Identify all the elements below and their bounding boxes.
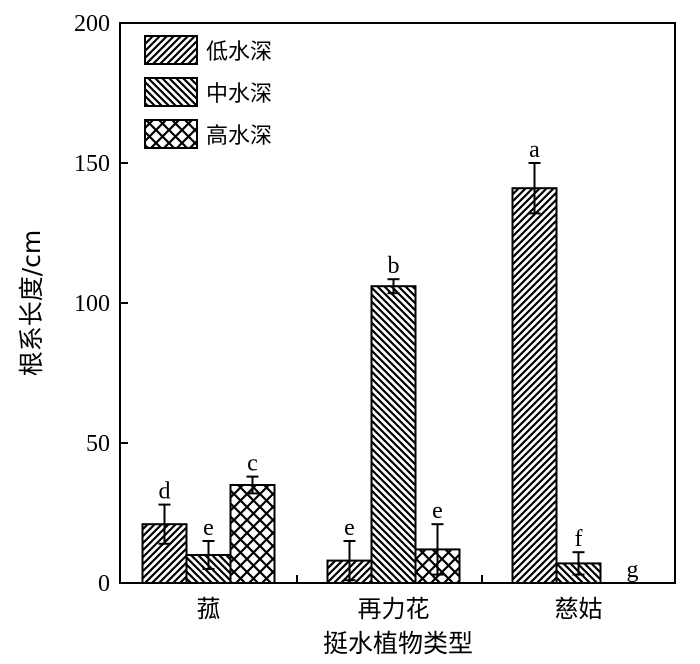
significance-label: g bbox=[627, 557, 639, 583]
legend-label: 中水深 bbox=[206, 82, 272, 107]
legend-swatch bbox=[144, 77, 198, 107]
significance-label: a bbox=[529, 137, 540, 163]
significance-label: e bbox=[344, 515, 355, 541]
y-tick-label: 0 bbox=[98, 571, 110, 597]
significance-label: b bbox=[388, 253, 400, 279]
x-category-label: 慈姑 bbox=[555, 595, 603, 623]
legend-swatch bbox=[144, 35, 198, 65]
significance-label: e bbox=[203, 515, 214, 541]
y-tick-label: 150 bbox=[74, 151, 110, 177]
significance-label: d bbox=[159, 479, 171, 505]
significance-label: e bbox=[432, 498, 443, 524]
y-tick-label: 200 bbox=[74, 11, 110, 37]
y-tick-label: 100 bbox=[74, 291, 110, 317]
error-bars-group bbox=[158, 162, 585, 582]
x-category-label: 再力花 bbox=[358, 595, 430, 623]
y-axis-title: 根系长度/cm bbox=[17, 230, 46, 377]
x-axis-title: 挺水植物类型 bbox=[323, 629, 473, 658]
y-tick-label: 50 bbox=[86, 431, 110, 457]
bar bbox=[511, 187, 558, 584]
bar bbox=[370, 285, 417, 584]
x-category-label: 菰 bbox=[197, 595, 221, 623]
bar bbox=[229, 484, 276, 584]
significance-labels-group: d e c e b e a f g bbox=[159, 137, 639, 583]
legend-label: 高水深 bbox=[206, 124, 272, 149]
significance-label: c bbox=[247, 451, 258, 477]
legend-label: 低水深 bbox=[206, 40, 272, 65]
y-axis: 0 50 100 150 200 bbox=[74, 11, 128, 597]
legend-swatch bbox=[144, 119, 198, 149]
x-axis: 菰 再力花 慈姑 bbox=[197, 575, 603, 623]
significance-label: f bbox=[575, 526, 583, 552]
